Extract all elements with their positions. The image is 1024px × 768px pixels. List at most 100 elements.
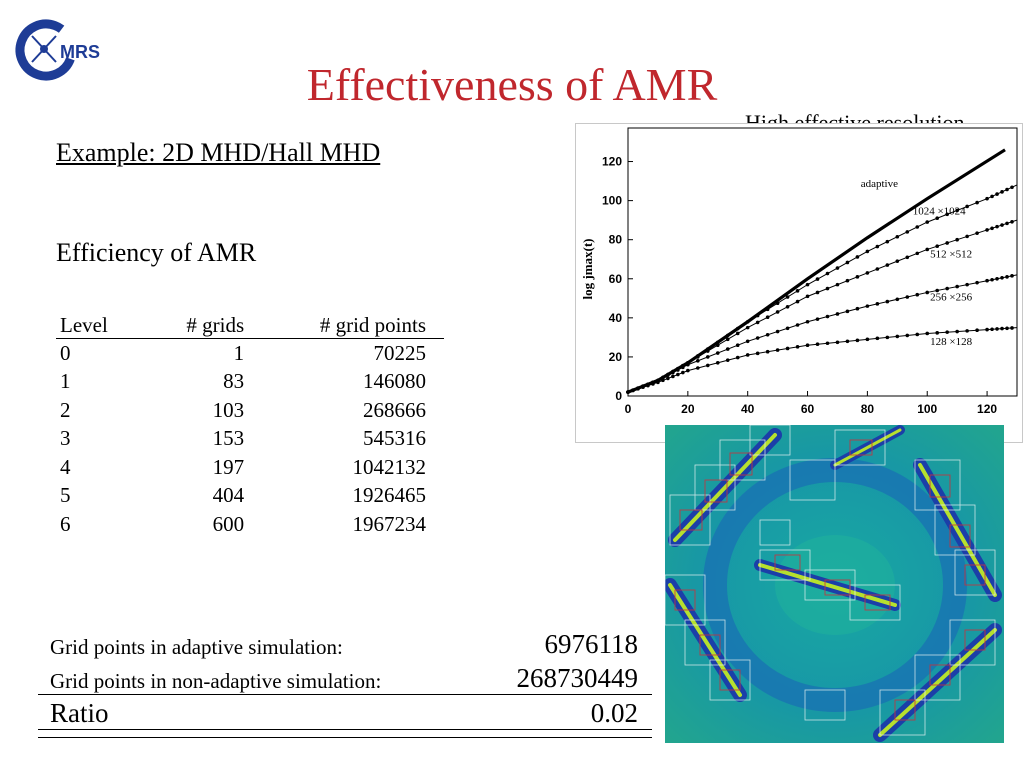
data-point bbox=[1010, 219, 1014, 224]
data-point bbox=[725, 358, 730, 362]
data-point bbox=[895, 297, 900, 302]
data-point bbox=[735, 355, 740, 360]
data-point bbox=[765, 349, 770, 354]
data-point bbox=[735, 326, 740, 331]
data-point bbox=[905, 255, 910, 260]
data-point bbox=[666, 373, 670, 377]
data-point bbox=[935, 244, 940, 249]
data-point bbox=[661, 378, 665, 383]
x-tick-label: 60 bbox=[801, 402, 815, 416]
ratio-row: Ratio 0.02 bbox=[38, 695, 652, 730]
data-point bbox=[785, 346, 790, 351]
series-label: 1024 ×1024 bbox=[913, 205, 966, 217]
data-point bbox=[725, 333, 730, 338]
data-point bbox=[915, 332, 920, 337]
data-point bbox=[705, 349, 710, 353]
x-tick-label: 20 bbox=[681, 402, 695, 416]
data-point bbox=[875, 302, 880, 306]
x-tick-label: 100 bbox=[917, 402, 937, 416]
amr-simulation-image bbox=[663, 424, 1004, 743]
cell-grids: 197 bbox=[212, 454, 245, 479]
data-point bbox=[775, 348, 780, 352]
cell-level: 5 bbox=[60, 483, 71, 508]
data-point bbox=[875, 267, 880, 271]
column-header-grid-points: # grid points bbox=[244, 312, 444, 339]
data-point bbox=[865, 271, 870, 275]
cell-grids: 404 bbox=[212, 483, 245, 508]
data-point bbox=[631, 388, 635, 393]
adaptive-label: Grid points in adaptive simulation: bbox=[50, 635, 343, 659]
data-point bbox=[671, 370, 675, 375]
table-row: 4 197 1042132 bbox=[56, 453, 444, 482]
data-point bbox=[855, 255, 860, 259]
data-point bbox=[696, 359, 700, 363]
data-point bbox=[795, 299, 800, 304]
data-point bbox=[935, 216, 940, 220]
cell-grids: 103 bbox=[212, 397, 245, 422]
data-point bbox=[1000, 275, 1004, 280]
plot-frame bbox=[627, 127, 1018, 397]
cell-grid-points: 268666 bbox=[363, 397, 426, 422]
data-point bbox=[965, 234, 969, 239]
data-point bbox=[990, 277, 994, 282]
cell-grids: 1 bbox=[233, 340, 245, 365]
data-point bbox=[925, 290, 930, 295]
data-point bbox=[775, 301, 780, 305]
data-point bbox=[805, 282, 810, 287]
data-point bbox=[1010, 326, 1014, 330]
data-point bbox=[945, 330, 949, 334]
series-line bbox=[627, 148, 1006, 394]
ratio-label: Ratio bbox=[50, 698, 109, 728]
data-point bbox=[855, 306, 860, 311]
data-point bbox=[945, 241, 949, 245]
data-point bbox=[805, 343, 810, 347]
data-point bbox=[686, 362, 690, 367]
data-point bbox=[995, 224, 999, 229]
data-point bbox=[875, 244, 880, 249]
data-point bbox=[745, 319, 750, 324]
data-point bbox=[725, 337, 730, 342]
data-point bbox=[975, 200, 979, 205]
cell-level: 1 bbox=[60, 369, 71, 394]
data-point bbox=[885, 263, 890, 267]
cell-grid-points: 146080 bbox=[363, 369, 426, 394]
data-point bbox=[626, 390, 630, 394]
data-point bbox=[995, 276, 999, 281]
data-point bbox=[651, 382, 655, 386]
data-point bbox=[835, 266, 840, 270]
cell-grid-points: 1926465 bbox=[352, 483, 427, 508]
column-header-grids: # grids bbox=[155, 312, 245, 339]
data-point bbox=[815, 342, 820, 347]
y-tick-label: 40 bbox=[609, 311, 623, 325]
data-point bbox=[715, 360, 720, 365]
data-point bbox=[795, 323, 800, 327]
data-point bbox=[696, 366, 700, 370]
series-label: adaptive bbox=[861, 178, 898, 190]
data-point bbox=[735, 343, 740, 347]
data-point bbox=[905, 295, 910, 299]
line-chart: 0 20 40 60 80 100 120 0 20 40 60 80 100 120 log jmax(t… bbox=[580, 127, 1018, 416]
data-point bbox=[755, 320, 760, 325]
data-point bbox=[975, 231, 979, 235]
data-point bbox=[965, 282, 969, 287]
x-tick-label: 120 bbox=[977, 402, 997, 416]
data-point bbox=[925, 220, 930, 224]
data-point bbox=[965, 204, 969, 209]
data-point bbox=[855, 338, 860, 343]
data-point bbox=[915, 292, 920, 297]
data-point bbox=[765, 315, 770, 319]
nonadaptive-row: Grid points in non-adaptive simulation: … bbox=[38, 660, 652, 695]
data-point bbox=[845, 339, 850, 344]
data-point bbox=[735, 331, 740, 336]
data-point bbox=[705, 363, 710, 368]
table-row: 1 83 146080 bbox=[56, 368, 444, 397]
data-point bbox=[865, 337, 870, 342]
data-point bbox=[975, 280, 979, 285]
level-table: Level # grids # grid points 0 1 70225 1 … bbox=[56, 312, 444, 539]
data-point bbox=[785, 295, 790, 299]
data-point bbox=[985, 228, 989, 232]
data-point bbox=[955, 329, 959, 334]
data-point bbox=[1000, 326, 1004, 331]
data-point bbox=[825, 271, 830, 276]
data-point bbox=[925, 247, 930, 252]
